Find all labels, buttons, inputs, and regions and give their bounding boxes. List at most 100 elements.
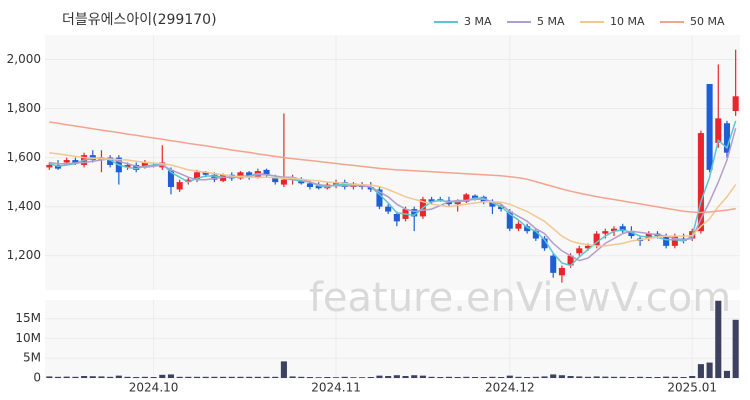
candle-body <box>393 213 400 222</box>
candle-body <box>628 231 635 237</box>
candle-body <box>567 255 574 266</box>
candle-body <box>541 238 548 249</box>
candle-body <box>602 231 609 234</box>
candle-body <box>306 183 314 188</box>
volume-bar <box>428 376 435 378</box>
volume-bar <box>341 376 348 378</box>
candle-body <box>732 96 739 112</box>
candle-body <box>584 245 592 249</box>
candle-body <box>124 164 131 168</box>
candle-body <box>193 172 201 180</box>
volume-bar <box>280 361 287 378</box>
volume-bar <box>350 377 357 378</box>
volume-bar <box>202 376 209 378</box>
candle-body <box>176 182 183 190</box>
candle-body <box>315 185 322 189</box>
candle-body <box>133 164 140 170</box>
candle-body <box>610 228 618 232</box>
x-tick-label: 2024.10 <box>129 381 179 395</box>
candle-body <box>550 255 557 273</box>
candle-body <box>263 169 270 175</box>
candle-body <box>498 206 505 210</box>
volume-bar <box>567 376 574 378</box>
y-tick-label: 15M <box>15 311 41 325</box>
x-tick-label: 2024.12 <box>485 381 535 395</box>
candle-body <box>506 211 513 229</box>
volume-bar <box>54 376 62 378</box>
volume-bar <box>524 377 531 378</box>
candle-body <box>593 233 600 246</box>
ma-line <box>49 121 736 214</box>
volume-bar <box>437 377 444 378</box>
volume-bar <box>584 376 592 378</box>
volume-bar <box>376 375 383 378</box>
candle-body <box>211 174 218 180</box>
volume-bar <box>72 376 79 378</box>
volume-bar <box>689 376 696 378</box>
volume-bar <box>46 376 53 378</box>
volume-bar <box>402 376 409 378</box>
volume-bar <box>411 375 418 378</box>
volume-bar <box>619 376 626 378</box>
volume-bar <box>506 375 513 378</box>
volume-bar <box>671 376 678 378</box>
volume-bar <box>159 374 166 378</box>
volume-bar <box>246 376 253 378</box>
y-tick-label: 5M <box>23 351 41 365</box>
volume-bar <box>541 376 548 378</box>
volume-bar <box>367 377 374 378</box>
volume-bar <box>141 376 148 378</box>
ma-line <box>49 151 737 247</box>
candle-body <box>280 179 287 185</box>
volume-bar <box>697 364 704 378</box>
candle-body <box>619 226 626 232</box>
volume-bar <box>211 376 218 378</box>
volume-bar <box>220 376 227 378</box>
candle-body <box>645 233 652 239</box>
volume-bar <box>385 376 392 378</box>
candle-body <box>428 199 435 202</box>
volume-bar <box>332 377 340 378</box>
y-tick-label: 1,800 <box>7 101 41 115</box>
candle-body <box>706 84 713 170</box>
y-tick-label: 1,400 <box>7 199 41 213</box>
volume-bar <box>498 377 505 378</box>
candle-body <box>576 248 583 254</box>
y-tick-label: 0 <box>33 371 41 385</box>
volume-bar <box>89 376 96 378</box>
candle-body <box>367 187 374 190</box>
volume-bar <box>723 370 731 378</box>
candle-body <box>697 133 704 232</box>
volume-bar <box>289 376 296 378</box>
candle-body <box>723 123 731 153</box>
volume-bar <box>98 376 105 378</box>
candle-body <box>524 226 531 232</box>
volume-bar <box>680 377 687 378</box>
volume-bar <box>602 376 609 378</box>
volume-bar <box>480 377 487 378</box>
volume-bar <box>124 376 131 378</box>
volume-bar <box>63 376 70 378</box>
y-tick-label: 2,000 <box>7 52 41 66</box>
volume-bar <box>419 375 426 378</box>
candle-body <box>515 223 522 229</box>
volume-bar <box>324 377 331 378</box>
volume-bar <box>133 377 140 378</box>
candle-body <box>489 201 496 207</box>
candle-body <box>558 267 565 276</box>
volume-bar <box>445 376 453 378</box>
volume-bar <box>715 300 722 378</box>
volume-bar <box>315 377 322 378</box>
candle-body <box>246 172 253 178</box>
volume-bar <box>81 376 88 378</box>
volume-bar <box>463 376 470 378</box>
candle-body <box>663 236 670 246</box>
volume-bar <box>645 377 652 378</box>
legend-label: 10 MA <box>610 15 645 28</box>
x-tick-label: 2024.11 <box>311 381 361 395</box>
volume-bar <box>489 376 496 378</box>
volume-bar <box>732 319 739 378</box>
volume-bar <box>306 377 314 378</box>
candle-body <box>107 157 114 165</box>
